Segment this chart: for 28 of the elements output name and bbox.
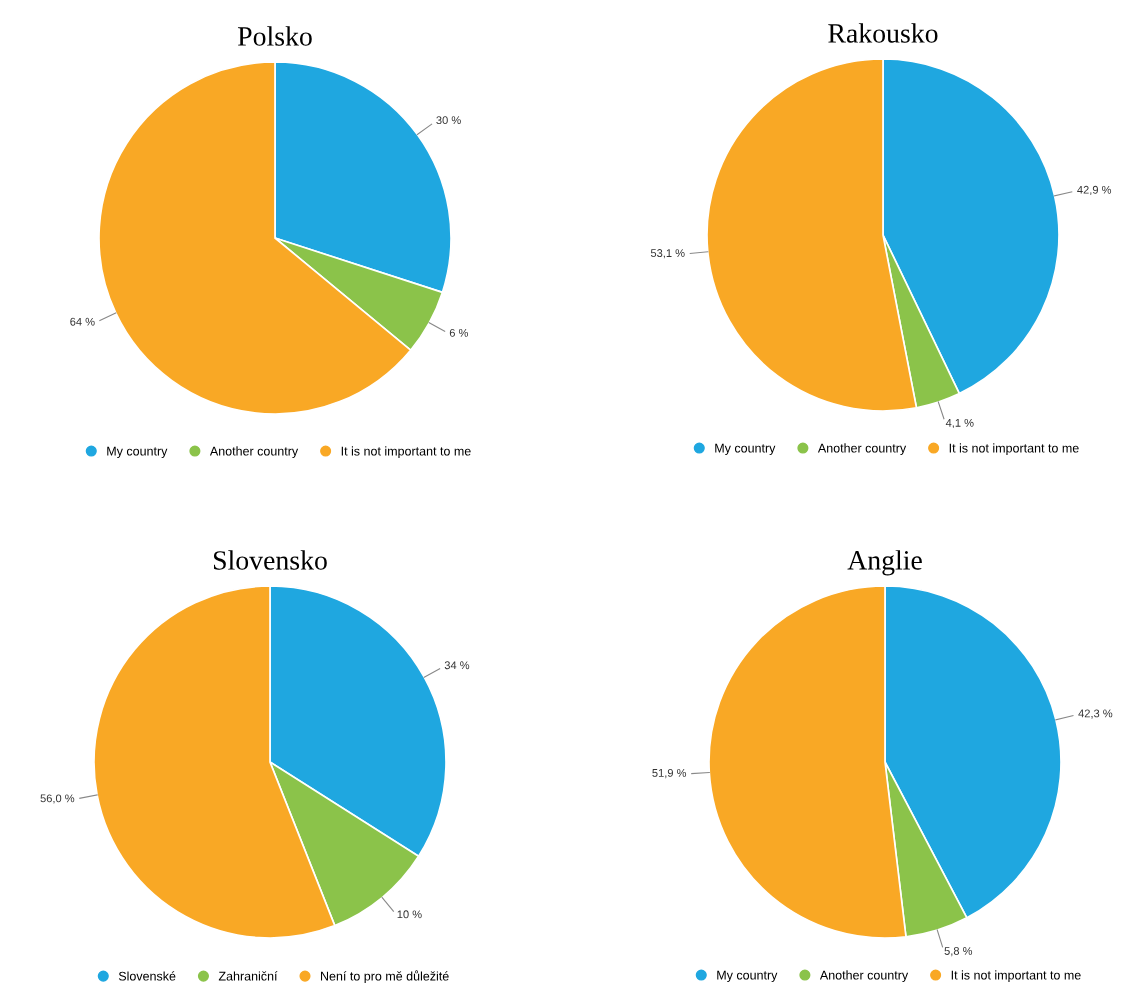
data-label: 56,0 % [40, 794, 75, 804]
data-label: 51,9 % [652, 768, 687, 779]
legend-label: Zahraniční [218, 971, 278, 981]
data-label: 5,8 % [944, 947, 973, 957]
chart-title: Slovensko [213, 550, 327, 570]
legend-label: My country [715, 443, 776, 456]
data-label: 4,1 % [945, 418, 974, 429]
data-label: 10 % [397, 910, 422, 919]
legend-label: Another country [819, 970, 909, 983]
chart-title: Polsko [237, 26, 312, 46]
data-label: 64 % [70, 317, 95, 326]
legend-label: It is not important to me [341, 446, 471, 459]
legend-label: My country [717, 970, 778, 983]
legend-label: Slovenské [118, 971, 176, 981]
chart-title: Anglie [847, 550, 922, 576]
legend-label: It is not important to me [951, 970, 1081, 983]
chart-title: Rakousko [828, 23, 938, 43]
data-label: 30 % [436, 116, 461, 125]
legend-label: Není to pro mě důležité [321, 970, 449, 984]
data-label: 42,3 % [1078, 709, 1113, 719]
data-label: 6 % [449, 328, 469, 337]
legend-label: My country [107, 446, 168, 459]
legend-label: Another country [209, 446, 299, 459]
data-label: 53,1 % [650, 249, 685, 259]
data-label: 34 % [444, 661, 470, 670]
legend-label: It is not important to me [949, 443, 1079, 456]
data-label: 42,9 % [1077, 185, 1112, 196]
legend-label: Another country [817, 443, 907, 456]
